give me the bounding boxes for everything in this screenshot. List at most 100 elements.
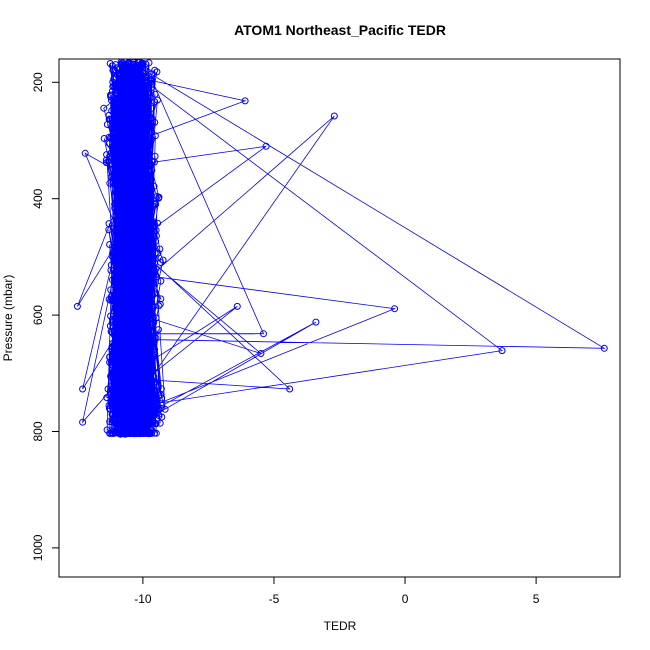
data-point: [152, 237, 160, 245]
chart-title: ATOM1 Northeast_Pacific TEDR: [234, 22, 446, 38]
data-point: [137, 289, 145, 297]
data-point: [149, 245, 157, 253]
data-point: [132, 255, 140, 263]
data-point: [100, 104, 108, 112]
data-point: [111, 204, 119, 212]
data-point: [111, 103, 119, 111]
data-point: [154, 326, 162, 334]
data-layer: [73, 58, 608, 438]
data-point: [142, 349, 150, 357]
data-point: [137, 231, 145, 238]
data-point: [391, 305, 399, 313]
data-point: [150, 182, 158, 190]
data-point: [113, 64, 121, 72]
data-point: [241, 97, 249, 105]
data-point: [498, 347, 506, 355]
data-point: [233, 302, 241, 310]
data-point: [147, 104, 155, 112]
data-point: [152, 334, 160, 342]
data-point: [149, 311, 157, 319]
data-point: [138, 122, 146, 130]
data-point: [109, 339, 117, 347]
data-point: [330, 112, 338, 120]
data-point: [116, 376, 124, 383]
data-point: [118, 314, 126, 322]
data-point: [108, 343, 116, 351]
data-point: [145, 356, 153, 364]
y-tick-label: 600: [31, 305, 45, 325]
data-point: [114, 306, 122, 314]
data-point: [143, 285, 151, 293]
data-point: [112, 312, 120, 320]
data-point: [148, 208, 156, 216]
data-point: [152, 273, 160, 281]
data-point: [260, 330, 267, 338]
data-point: [119, 59, 127, 67]
data-point: [144, 249, 152, 257]
x-tick-label: -5: [269, 592, 280, 606]
data-point: [105, 295, 113, 303]
y-axis: 200 400 600 800 1000: [31, 72, 60, 561]
data-point: [112, 132, 119, 140]
data-point: [110, 371, 118, 379]
data-point: [156, 245, 164, 253]
data-point: [150, 218, 158, 226]
data-point: [117, 212, 125, 220]
data-point: [106, 241, 114, 248]
data-point: [143, 78, 151, 86]
data-point: [73, 302, 81, 310]
data-point: [130, 89, 138, 97]
data-point: [142, 332, 150, 340]
data-point: [79, 418, 87, 426]
data-point: [116, 287, 124, 295]
data-point: [107, 312, 115, 320]
data-point: [109, 315, 116, 323]
data-point: [157, 295, 165, 303]
data-point: [145, 89, 153, 97]
data-point: [257, 350, 265, 357]
data-point: [118, 305, 126, 313]
data-point: [157, 277, 165, 285]
data-point: [117, 367, 125, 375]
data-point: [118, 322, 126, 330]
data-point: [131, 94, 139, 102]
data-point: [146, 428, 154, 436]
data-point: [142, 234, 150, 242]
data-point: [142, 341, 149, 349]
y-tick-label: 200: [31, 72, 45, 92]
data-point: [148, 284, 156, 292]
data-point: [154, 249, 162, 257]
data-point: [148, 355, 156, 363]
data-point: [126, 139, 134, 147]
data-point: [151, 66, 159, 74]
data-point: [110, 224, 118, 232]
data-point: [105, 226, 113, 234]
data-point: [128, 93, 136, 101]
data-point: [104, 157, 112, 165]
data-point: [154, 219, 162, 227]
data-point: [127, 108, 135, 116]
data-point: [127, 90, 135, 98]
data-point: [155, 193, 163, 201]
data-point: [153, 68, 161, 76]
data-point: [112, 61, 119, 69]
x-tick-label: 5: [533, 592, 540, 606]
x-axis: -10 -5 0 5: [134, 576, 540, 606]
data-point: [114, 237, 122, 244]
data-point: [100, 135, 108, 142]
y-tick-label: 800: [31, 421, 45, 441]
data-point: [148, 365, 156, 373]
data-point: [156, 300, 164, 308]
data-point: [131, 310, 139, 318]
data-point: [118, 137, 126, 145]
data-point: [114, 206, 122, 213]
y-tick-label: 1000: [31, 534, 45, 561]
data-point: [138, 180, 146, 188]
data-point: [122, 379, 130, 386]
y-tick-label: 400: [31, 188, 45, 208]
data-point: [112, 73, 120, 81]
data-point: [111, 150, 119, 158]
data-point: [107, 286, 115, 294]
data-point: [150, 373, 158, 381]
